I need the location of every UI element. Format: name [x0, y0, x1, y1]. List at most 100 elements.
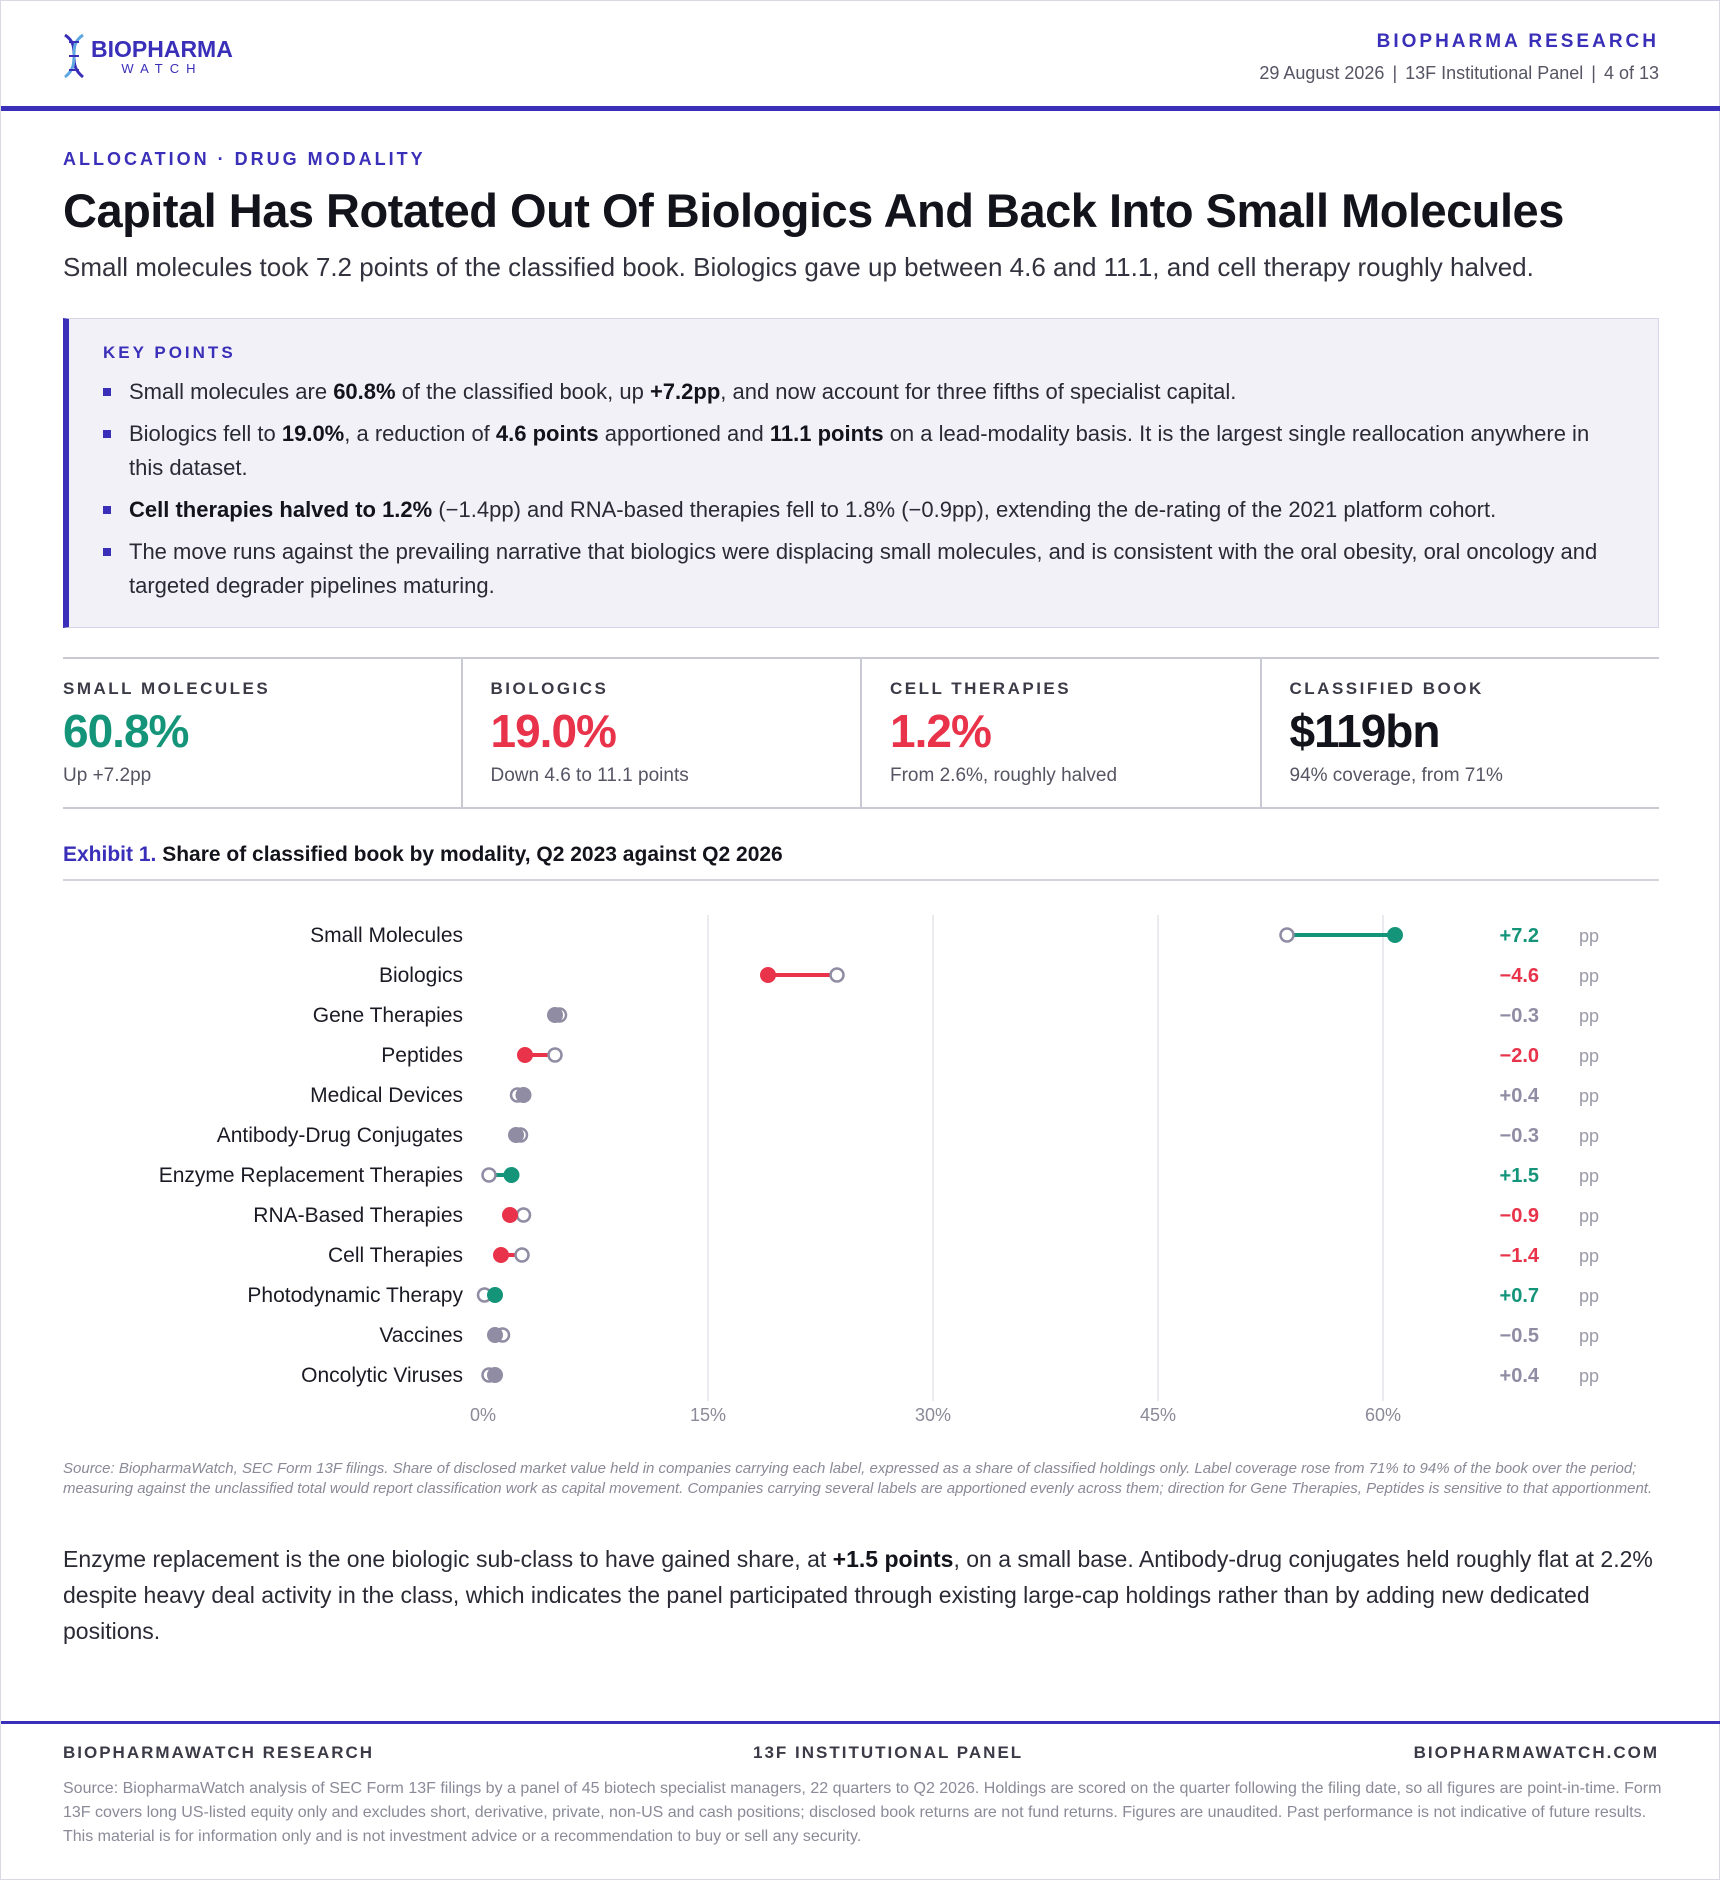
key-points-label: KEY POINTS [103, 343, 236, 362]
unit-label: pp [1579, 1286, 1599, 1306]
category-label: Medical Devices [310, 1084, 463, 1107]
x-tick-label: 30% [915, 1405, 951, 1425]
kpi-label: CLASSIFIED BOOK [1289, 679, 1484, 698]
end-point [547, 1007, 563, 1023]
change-label: −0.5 [1500, 1325, 1539, 1347]
exhibit-number: Exhibit 1. [63, 843, 157, 866]
footer-left: BIOPHARMAWATCH RESEARCH [63, 1743, 375, 1762]
body-paragraph: Enzyme replacement is the one biologic s… [63, 1546, 1653, 1644]
unit-label: pp [1579, 1126, 1599, 1146]
change-label: +7.2 [1500, 925, 1539, 947]
footer: BIOPHARMAWATCH RESEARCH 13F INSTITUTIONA… [63, 1743, 1659, 1767]
end-point [487, 1327, 503, 1343]
unit-label: pp [1579, 1366, 1599, 1386]
section-kicker: ALLOCATION · DRUG MODALITY [63, 149, 426, 169]
x-tick-label: 45% [1140, 1405, 1176, 1425]
kpi-value: 1.2% [890, 705, 992, 757]
page-title: Capital Has Rotated Out Of Biologics And… [63, 184, 1564, 237]
unit-label: pp [1579, 1046, 1599, 1066]
kpi-note: 94% coverage, from 71% [1289, 765, 1503, 786]
header-date: 29 August 2026 [1259, 63, 1385, 83]
footer-divider [1, 1721, 1720, 1724]
exhibit-divider [63, 879, 1659, 881]
category-label: Antibody-Drug Conjugates [217, 1124, 463, 1147]
category-label: Photodynamic Therapy [247, 1284, 463, 1307]
change-label: −0.9 [1500, 1205, 1539, 1227]
change-label: +1.5 [1500, 1165, 1539, 1187]
footer-link[interactable]: BIOPHARMAWATCH.COM [1413, 1743, 1659, 1762]
end-point [487, 1287, 503, 1303]
start-point [547, 1047, 563, 1063]
end-point [502, 1207, 518, 1223]
key-point-item: Small molecules are 60.8% of the classif… [103, 375, 1623, 409]
kpi-row: SMALL MOLECULES 60.8% Up +7.2pp BIOLOGICS 19… [63, 657, 1659, 809]
change-label: −1.4 [1500, 1245, 1540, 1267]
start-point [515, 1207, 532, 1223]
change-label: +0.4 [1500, 1085, 1540, 1107]
logo: BIOPHARMA WATCH [61, 33, 233, 79]
category-label: Small Molecules [310, 924, 463, 947]
unit-label: pp [1579, 1086, 1599, 1106]
kpi-note: Up +7.2pp [63, 765, 152, 786]
bullet-icon [103, 548, 111, 556]
start-point [514, 1247, 530, 1263]
header-meta: 29 August 2026 | 13F Institutional Panel | 4… [1259, 63, 1659, 83]
category-label: RNA-Based Therapies [253, 1204, 463, 1227]
key-point-item: Biologics fell to 19.0%, a reduction of … [103, 417, 1623, 485]
category-label: Biologics [379, 964, 463, 987]
unit-label: pp [1579, 1166, 1599, 1186]
key-points-box: KEY POINTS Small molecules are 60.8% of … [63, 318, 1659, 628]
change-label: +0.4 [1500, 1365, 1540, 1387]
footer-center: 13F INSTITUTIONAL PANEL [753, 1743, 1024, 1762]
page-header: BIOPHARMA WATCH BIOPHARMA RESEARCH 29 Au… [1, 1, 1720, 111]
page-subtitle: Small molecules took 7.2 points of the c… [63, 252, 1534, 282]
end-point [1387, 927, 1403, 943]
kpi-value: 19.0% [490, 705, 617, 757]
dna-helix-icon [63, 33, 85, 79]
category-label: Oncolytic Viruses [301, 1364, 463, 1387]
unit-label: pp [1579, 1006, 1599, 1026]
change-label: −4.6 [1500, 965, 1539, 987]
chart-source-note: Source: BiopharmaWatch, SEC Form 13F fil… [63, 1460, 1653, 1497]
category-label: Cell Therapies [328, 1244, 463, 1267]
kpi-label: SMALL MOLECULES [63, 679, 271, 698]
x-tick-label: 0% [470, 1405, 496, 1425]
category-label: Peptides [381, 1044, 463, 1067]
key-points-list: Small molecules are 60.8% of the classif… [103, 375, 1623, 611]
unit-label: pp [1579, 1326, 1599, 1346]
logo-wordmark: BIOPHARMA [91, 35, 233, 62]
bullet-icon [103, 388, 111, 396]
bullet-icon [103, 430, 111, 438]
kpi-label: CELL THERAPIES [890, 679, 1072, 698]
x-tick-label: 15% [690, 1405, 726, 1425]
kpi-card: CLASSIFIED BOOK $119bn 94% coverage, from … [1259, 659, 1660, 807]
change-label: +0.7 [1500, 1285, 1539, 1307]
category-label: Vaccines [379, 1324, 463, 1347]
kpi-card: SMALL MOLECULES 60.8% Up +7.2pp [63, 659, 461, 807]
key-point-item: Cell therapies halved to 1.2% (−1.4pp) a… [103, 493, 1623, 527]
start-point [829, 967, 845, 983]
exhibit-title: Exhibit 1. Share of classified book by m… [63, 843, 783, 867]
unit-label: pp [1579, 926, 1599, 946]
kpi-value: 60.8% [63, 705, 189, 757]
key-point-item: The move runs against the prevailing nar… [103, 535, 1623, 603]
unit-label: pp [1579, 1206, 1599, 1226]
kpi-label: BIOLOGICS [490, 679, 609, 698]
category-label: Enzyme Replacement Therapies [159, 1164, 463, 1187]
logo-subline: WATCH [121, 60, 203, 76]
end-point [493, 1247, 509, 1263]
start-point [1279, 927, 1295, 943]
x-tick-label: 60% [1365, 1405, 1401, 1425]
kpi-card: CELL THERAPIES 1.2% From 2.6%, roughly hal… [860, 659, 1260, 807]
page-number: 4 of 13 [1603, 63, 1659, 83]
kpi-note: Down 4.6 to 11.1 points [490, 765, 689, 786]
footer-disclaimer: Source: BiopharmaWatch analysis of SEC F… [63, 1780, 1662, 1845]
end-point [760, 967, 776, 983]
unit-label: pp [1579, 1246, 1599, 1266]
change-label: −0.3 [1500, 1125, 1539, 1147]
kpi-card: BIOLOGICS 19.0% Down 4.6 to 11.1 points [460, 659, 861, 807]
exhibit-caption: Share of classified book by modality, Q2… [162, 843, 783, 866]
kpi-note: From 2.6%, roughly halved [890, 765, 1118, 786]
kpi-value: $119bn [1289, 705, 1441, 757]
